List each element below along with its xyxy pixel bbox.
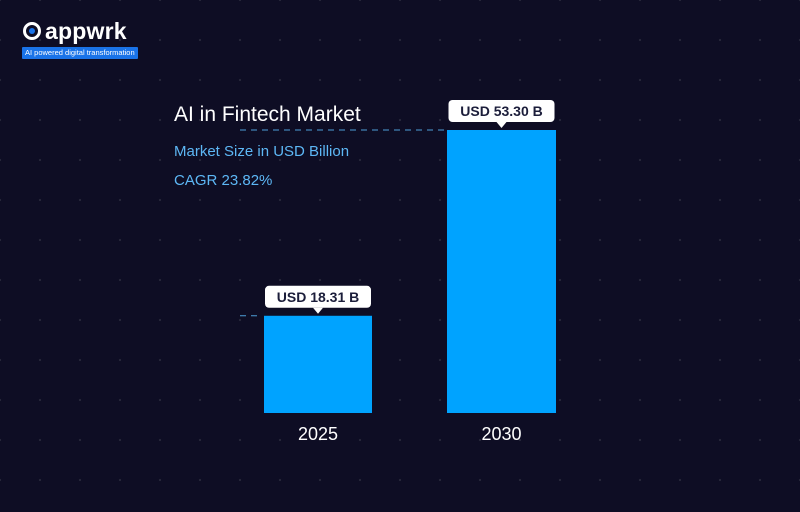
- appwrk-logo-icon: [23, 22, 41, 40]
- chart-title: AI in Fintech Market: [174, 103, 361, 126]
- data-label-pointer-2025: [313, 307, 323, 314]
- brand-name: appwrk: [45, 18, 127, 44]
- bar-2030: [447, 130, 556, 413]
- brand-logo: appwrk AI powered digital transformation: [22, 20, 138, 60]
- data-label-2025: USD 18.31 B: [277, 289, 359, 305]
- brand-tagline: AI powered digital transformation: [22, 47, 138, 59]
- data-label-pointer-2030: [496, 122, 507, 128]
- data-label-bubble-2025: [265, 285, 371, 308]
- x-tick-label-2025: 2025: [298, 424, 338, 444]
- chart-subtitle: Market Size in USD Billion: [174, 143, 350, 160]
- data-label-2030: USD 53.30 B: [460, 103, 542, 119]
- x-tick-label-2030: 2030: [481, 424, 521, 444]
- bar-2025: [264, 315, 372, 413]
- cagr-annotation: CAGR 23.82%: [174, 172, 273, 189]
- data-label-bubble-2030: [448, 100, 555, 122]
